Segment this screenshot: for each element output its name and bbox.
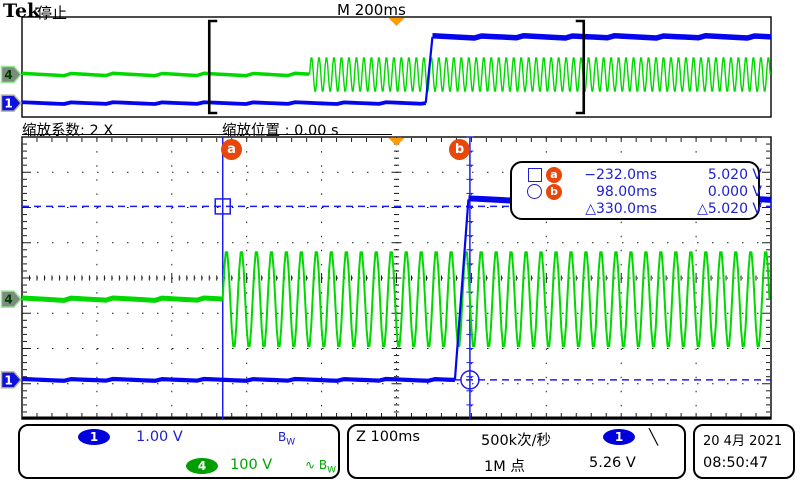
ch1-marker-overview-label: 1 bbox=[4, 97, 12, 111]
ch1-marker-zoom-label: 1 bbox=[4, 373, 12, 387]
ch1-badge: 1 bbox=[78, 429, 110, 445]
ch4-coupling-icon: ∿ BW bbox=[305, 458, 337, 476]
ch1-bandwidth-icon: BW bbox=[278, 430, 296, 448]
cursor-delta-row: △330.0ms △5.020 V bbox=[512, 200, 762, 217]
zoom-factor-label: 缩放系数: 2 X bbox=[22, 123, 114, 139]
cursor-a-row: a −232.0ms 5.020 V bbox=[512, 166, 762, 183]
cursor-a-row-badge: a bbox=[546, 166, 562, 183]
overview-border bbox=[21, 16, 772, 118]
cursor-a-square-icon bbox=[528, 167, 542, 182]
ch1-high-segment bbox=[432, 33, 772, 41]
cursor-b-row: b 98.00ms 0.000 V bbox=[512, 183, 762, 200]
zoom-position-label: 缩放位置 : 0.00 s bbox=[222, 123, 339, 139]
cursor-b-circle-icon bbox=[527, 184, 542, 199]
ch4-flat-segment bbox=[21, 295, 223, 303]
cursor-b-time: 98.00ms bbox=[595, 183, 657, 200]
ch1-marker-zoom-arrow bbox=[0, 371, 22, 389]
ch4-badge: 4 bbox=[186, 458, 218, 474]
channel-settings-box: 1 1.00 V BW 4 100 V ∿ BW bbox=[18, 424, 340, 479]
ch1-marker-overview-arrow bbox=[0, 94, 22, 112]
ch4-marker-overview-arrow bbox=[0, 65, 22, 84]
cursor-b-badge: b bbox=[449, 139, 470, 160]
datetime-box: 20 4月 2021 08:50:47 bbox=[693, 424, 795, 479]
horizontal-trigger-box: Z 100ms 500k次/秒 1 ╲ 1M 点 5.26 V bbox=[347, 424, 686, 479]
ch1-low-segment bbox=[21, 376, 455, 383]
ch1-trace-overview bbox=[21, 33, 772, 106]
cursor-b-circle-marker bbox=[460, 370, 480, 390]
zoom-window-bracket-left bbox=[207, 19, 218, 115]
acquisition-status: 停止 bbox=[37, 4, 68, 22]
trigger-marker-overview bbox=[388, 18, 405, 26]
cursor-a-value: 5.020 V bbox=[707, 166, 762, 183]
cursor-a-badge: a bbox=[221, 139, 242, 160]
date-readout: 20 4月 2021 bbox=[703, 434, 783, 449]
ch1-marker-zoom: 1 bbox=[0, 371, 22, 389]
trigger-source-badge: 1 bbox=[603, 429, 635, 445]
zoom-bar-underline bbox=[22, 134, 392, 135]
record-length: 1M 点 bbox=[484, 459, 525, 475]
ch4-sine-burst bbox=[308, 57, 771, 92]
ch4-marker-overview: 4 bbox=[0, 65, 22, 84]
ch4-trace-overview bbox=[21, 57, 771, 92]
cursor-delta-value: △5.020 V bbox=[697, 200, 762, 217]
brand-logo: Tek bbox=[3, 0, 41, 22]
cursor-readout-box: a −232.0ms 5.020 V b 98.00ms 0.000 V △33… bbox=[510, 161, 762, 220]
time-readout: 08:50:47 bbox=[703, 455, 769, 471]
trigger-level: 5.26 V bbox=[589, 455, 636, 471]
cursor-a-square-marker bbox=[214, 198, 231, 215]
ch4-marker-zoom-arrow bbox=[0, 290, 22, 308]
ch4-sine-burst bbox=[221, 251, 771, 348]
zoom-window-bracket-right bbox=[575, 19, 586, 115]
ch4-marker-zoom: 4 bbox=[0, 290, 22, 308]
cursor-b-value: 0.000 V bbox=[707, 183, 762, 200]
ch4-trace-zoom bbox=[21, 251, 771, 348]
acquisition-rate: 500k次/秒 bbox=[481, 433, 551, 449]
trigger-slope-icon: ╲ bbox=[649, 428, 659, 446]
ch4-flat-segment bbox=[21, 71, 311, 78]
cursor-b-row-badge: b bbox=[546, 183, 562, 200]
ch4-marker-overview-label: 4 bbox=[4, 68, 12, 82]
cursor-a-time: −232.0ms bbox=[584, 166, 657, 183]
main-timebase-readout: M 200ms bbox=[337, 1, 406, 19]
trigger-marker-zoom bbox=[388, 138, 405, 146]
ch1-low-segment bbox=[21, 100, 426, 106]
cursor-delta-time: △330.0ms bbox=[585, 200, 657, 217]
ch4-marker-zoom-label: 4 bbox=[4, 293, 12, 307]
ch1-scale: 1.00 V bbox=[136, 429, 183, 445]
ch4-scale: 100 V bbox=[230, 457, 273, 473]
zoom-timebase-readout: Z 100ms bbox=[356, 429, 420, 445]
ch1-rising-edge bbox=[453, 199, 470, 380]
ch1-rising-edge bbox=[424, 36, 434, 104]
ch1-marker-overview: 1 bbox=[0, 94, 22, 112]
